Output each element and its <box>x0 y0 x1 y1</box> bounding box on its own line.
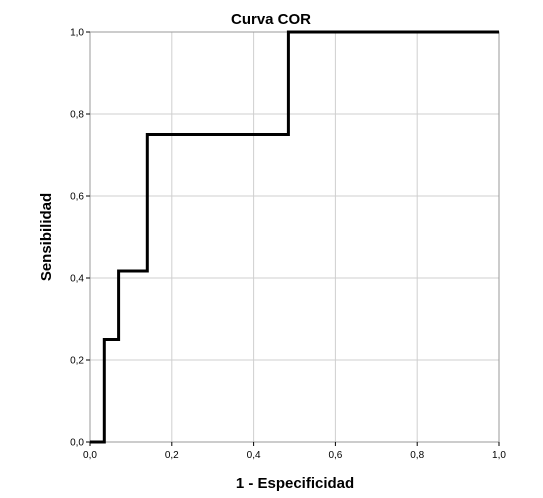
x-axis-label: 1 - Especificidad <box>236 475 354 492</box>
x-tick-label: 0,2 <box>165 450 179 461</box>
y-tick-label: 1,0 <box>70 28 84 39</box>
y-axis-label: Sensibilidad <box>38 193 55 281</box>
y-tick-label: 0,2 <box>70 356 84 367</box>
chart-title: Curva COR <box>231 11 311 28</box>
plot-frame <box>89 31 500 443</box>
x-tick-label: 1,0 <box>492 450 506 461</box>
x-tick-label: 0,6 <box>328 450 342 461</box>
x-tick-label: 0,8 <box>410 450 424 461</box>
x-tick-label: 0,4 <box>247 450 261 461</box>
x-tick-label: 0,0 <box>83 450 97 461</box>
y-axis-ticks: 0,0 0,2 0,4 0,6 0,8 1,0 <box>70 28 90 449</box>
y-tick-label: 0,4 <box>70 274 84 285</box>
y-tick-label: 0,8 <box>70 110 84 121</box>
y-tick-label: 0,6 <box>70 192 84 203</box>
roc-curve-line <box>90 30 499 444</box>
x-axis-ticks: 0,0 0,2 0,4 0,6 0,8 1,0 <box>83 442 506 461</box>
y-tick-label: 0,0 <box>70 438 84 449</box>
grid-lines <box>89 31 500 443</box>
